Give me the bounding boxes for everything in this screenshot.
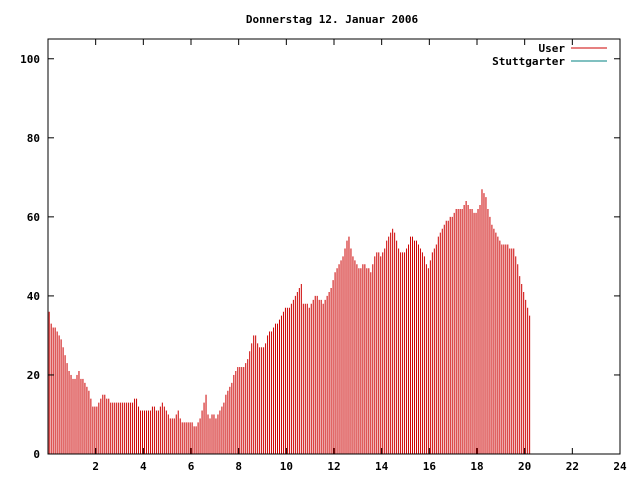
x-tick-label: 18 <box>470 460 483 473</box>
y-tick-label: 80 <box>27 132 40 145</box>
y-tick-label: 20 <box>27 369 40 382</box>
y-tick-label: 0 <box>33 448 40 461</box>
legend-label-stuttgarter: Stuttgarter <box>492 55 565 68</box>
x-tick-label: 12 <box>327 460 340 473</box>
x-tick-label: 22 <box>566 460 579 473</box>
chart-title: Donnerstag 12. Januar 2006 <box>246 13 419 26</box>
x-tick-label: 24 <box>613 460 627 473</box>
x-tick-label: 16 <box>423 460 437 473</box>
y-tick-label: 60 <box>27 211 40 224</box>
x-tick-label: 14 <box>375 460 389 473</box>
plot-frame <box>47 38 621 455</box>
x-tick-label: 4 <box>140 460 147 473</box>
legend-label-user: User <box>539 42 566 55</box>
y-axis: 0 20 40 60 80 100 <box>20 53 620 461</box>
series-user <box>48 189 531 454</box>
y-tick-label: 40 <box>27 290 40 303</box>
y-tick-label: 100 <box>20 53 40 66</box>
x-tick-label: 2 <box>92 460 99 473</box>
x-axis: 2 4 6 8 10 12 14 16 18 20 22 24 <box>92 39 627 473</box>
legend: User Stuttgarter <box>492 42 607 68</box>
x-tick-label: 8 <box>235 460 242 473</box>
x-tick-label: 20 <box>518 460 531 473</box>
x-tick-label: 6 <box>188 460 195 473</box>
x-tick-label: 10 <box>280 460 293 473</box>
